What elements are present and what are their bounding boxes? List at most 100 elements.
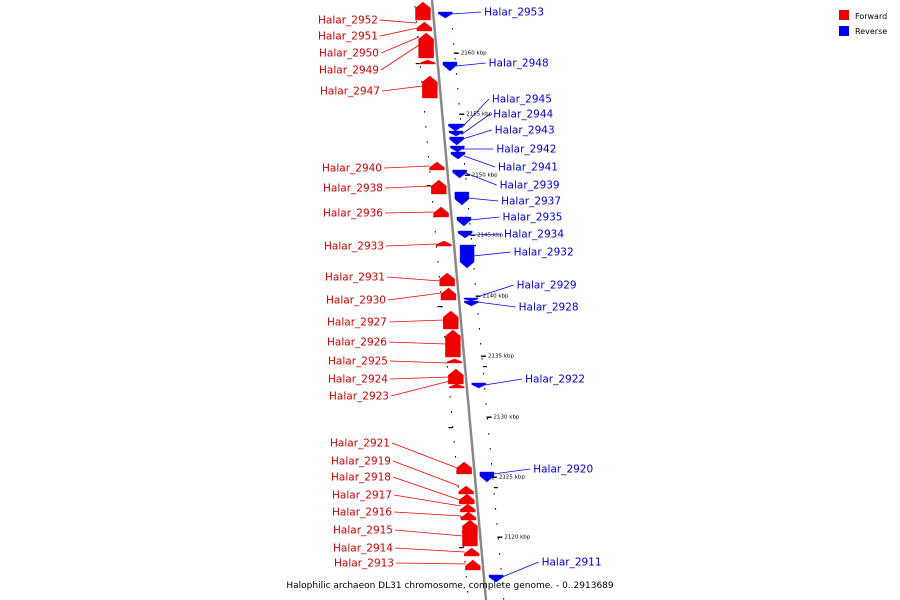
gene-halar-2947[interactable]: Halar_2947 bbox=[320, 75, 438, 99]
scale-tick-mark bbox=[497, 536, 503, 538]
gene-halar-2923[interactable]: Halar_2923 bbox=[329, 380, 465, 403]
gene-halar-2934[interactable]: Halar_2934 bbox=[457, 229, 564, 241]
marker-dot bbox=[432, 201, 434, 203]
gene-halar-2927[interactable]: Halar_2927 bbox=[327, 310, 459, 330]
gene-halar-2931[interactable]: Halar_2931 bbox=[325, 272, 455, 287]
gene-halar-2948[interactable]: Halar_2948 bbox=[442, 58, 549, 72]
gene-halar-2953[interactable]: Halar_2953 bbox=[438, 7, 544, 19]
gene-halar-2915[interactable]: Halar_2915 bbox=[333, 519, 478, 547]
gene-label: Halar_2941 bbox=[498, 162, 558, 174]
marker-dot bbox=[457, 88, 459, 90]
genome-caption: Halophilic archaeon DL31 chromosome, com… bbox=[286, 581, 614, 591]
marker-dot bbox=[460, 516, 462, 518]
gene-halar-2928[interactable]: Halar_2928 bbox=[464, 300, 579, 314]
gene-halar-2951[interactable]: Halar_2951 bbox=[318, 21, 433, 43]
gene-halar-2911[interactable]: Halar_2911 bbox=[488, 557, 602, 583]
gene-halar-2952[interactable]: Halar_2952 bbox=[318, 1, 431, 27]
marker-dot bbox=[467, 591, 469, 593]
marker-dot bbox=[503, 598, 505, 600]
marker-dot bbox=[426, 141, 428, 143]
gene-halar-2950[interactable]: Halar_2950 bbox=[319, 32, 434, 60]
legend-forward-swatch bbox=[839, 10, 849, 20]
marker-dot bbox=[482, 373, 484, 375]
gene-halar-2937[interactable]: Halar_2937 bbox=[454, 191, 561, 208]
marker-dot bbox=[497, 538, 499, 540]
gene-halar-2945[interactable]: Halar_2945 bbox=[448, 94, 552, 132]
marker-dot bbox=[440, 291, 442, 293]
gene-label: Halar_2926 bbox=[327, 337, 387, 349]
marker-dot bbox=[428, 156, 429, 158]
scale-tick-label: 2125 kbp bbox=[499, 475, 525, 481]
gene-label: Halar_2945 bbox=[492, 94, 552, 106]
marker-dot bbox=[478, 328, 480, 330]
scale-tick-label: 2150 kbp bbox=[472, 173, 498, 179]
marker-dot bbox=[454, 58, 456, 60]
marker-dot bbox=[470, 238, 472, 240]
gene-halar-2920[interactable]: Halar_2920 bbox=[479, 464, 593, 483]
gene-halar-2941[interactable]: Halar_2941 bbox=[450, 151, 558, 174]
gene-halar-2933[interactable]: Halar_2933 bbox=[324, 241, 452, 253]
gene-halar-2922[interactable]: Halar_2922 bbox=[471, 374, 585, 389]
gene-halar-2916[interactable]: Halar_2916 bbox=[332, 507, 477, 521]
marker-dot bbox=[489, 448, 491, 450]
gene-halar-2949[interactable]: Halar_2949 bbox=[319, 43, 436, 77]
scale-tick-label: 2135 kbp bbox=[488, 354, 514, 360]
marker-dot bbox=[465, 576, 467, 578]
gene-halar-2913[interactable]: Halar_2913 bbox=[334, 558, 481, 571]
gene-halar-2924[interactable]: Halar_2924 bbox=[328, 368, 464, 386]
gene-label: Halar_2948 bbox=[489, 58, 549, 70]
marker-dot bbox=[449, 396, 451, 398]
scale-tick-mark bbox=[453, 52, 459, 54]
gene-halar-2925[interactable]: Halar_2925 bbox=[328, 356, 463, 368]
marker-dot bbox=[484, 388, 486, 390]
gene-halar-2918[interactable]: Halar_2918 bbox=[331, 472, 475, 505]
gene-label: Halar_2927 bbox=[327, 317, 387, 329]
gene-halar-2921[interactable]: Halar_2921 bbox=[330, 438, 472, 475]
marker-dot bbox=[455, 73, 457, 75]
marker-dot bbox=[436, 246, 438, 248]
gene-label: Halar_2921 bbox=[330, 438, 390, 450]
gene-halar-2944[interactable]: Halar_2944 bbox=[448, 109, 554, 137]
gene-halar-2943[interactable]: Halar_2943 bbox=[449, 125, 555, 146]
gene-label: Halar_2953 bbox=[484, 7, 544, 19]
gene-halar-2939[interactable]: Halar_2939 bbox=[452, 169, 560, 192]
gene-label: Halar_2915 bbox=[333, 525, 393, 537]
gene-label: Halar_2951 bbox=[318, 31, 378, 43]
marker-dot bbox=[481, 358, 483, 360]
marker-dot bbox=[460, 118, 461, 120]
gene-halar-2935[interactable]: Halar_2935 bbox=[456, 212, 563, 227]
marker-dot bbox=[491, 463, 492, 465]
gene-label: Halar_2920 bbox=[533, 464, 593, 476]
marker-dot bbox=[453, 43, 455, 45]
marker-dot bbox=[446, 366, 448, 368]
gene-halar-2940[interactable]: Halar_2940 bbox=[322, 161, 445, 175]
marker-dot bbox=[452, 426, 454, 428]
gene-label: Halar_2929 bbox=[517, 280, 577, 292]
marker-dot bbox=[437, 261, 439, 263]
gene-halar-2926[interactable]: Halar_2926 bbox=[327, 329, 461, 358]
marker-dot bbox=[499, 553, 501, 555]
marker-dot bbox=[492, 478, 494, 480]
gene-halar-2919[interactable]: Halar_2919 bbox=[331, 456, 474, 495]
gene-label: Halar_2914 bbox=[333, 543, 393, 555]
gene-halar-2930[interactable]: Halar_2930 bbox=[326, 287, 457, 307]
minor-tick-mark bbox=[415, 63, 420, 65]
scale-tick-label: 2155 kbp bbox=[466, 112, 492, 118]
gene-label: Halar_2919 bbox=[331, 456, 391, 468]
marker-dot bbox=[458, 103, 460, 105]
marker-dot bbox=[501, 583, 503, 585]
gene-halar-2914[interactable]: Halar_2914 bbox=[333, 543, 480, 557]
marker-dot bbox=[417, 36, 419, 38]
gene-halar-2942[interactable]: Halar_2942 bbox=[450, 144, 556, 156]
gene-halar-2917[interactable]: Halar_2917 bbox=[332, 490, 476, 513]
scale-tick-mark bbox=[491, 476, 497, 478]
marker-dot bbox=[414, 6, 416, 8]
gene-label: Halar_2949 bbox=[319, 65, 379, 77]
gene-halar-2938[interactable]: Halar_2938 bbox=[323, 179, 447, 195]
gene-halar-2929[interactable]: Halar_2929 bbox=[463, 280, 577, 302]
gene-label: Halar_2917 bbox=[332, 490, 392, 502]
gene-halar-2936[interactable]: Halar_2936 bbox=[323, 206, 449, 220]
gene-label: Halar_2913 bbox=[334, 558, 394, 570]
gene-halar-2932[interactable]: Halar_2932 bbox=[459, 244, 574, 269]
